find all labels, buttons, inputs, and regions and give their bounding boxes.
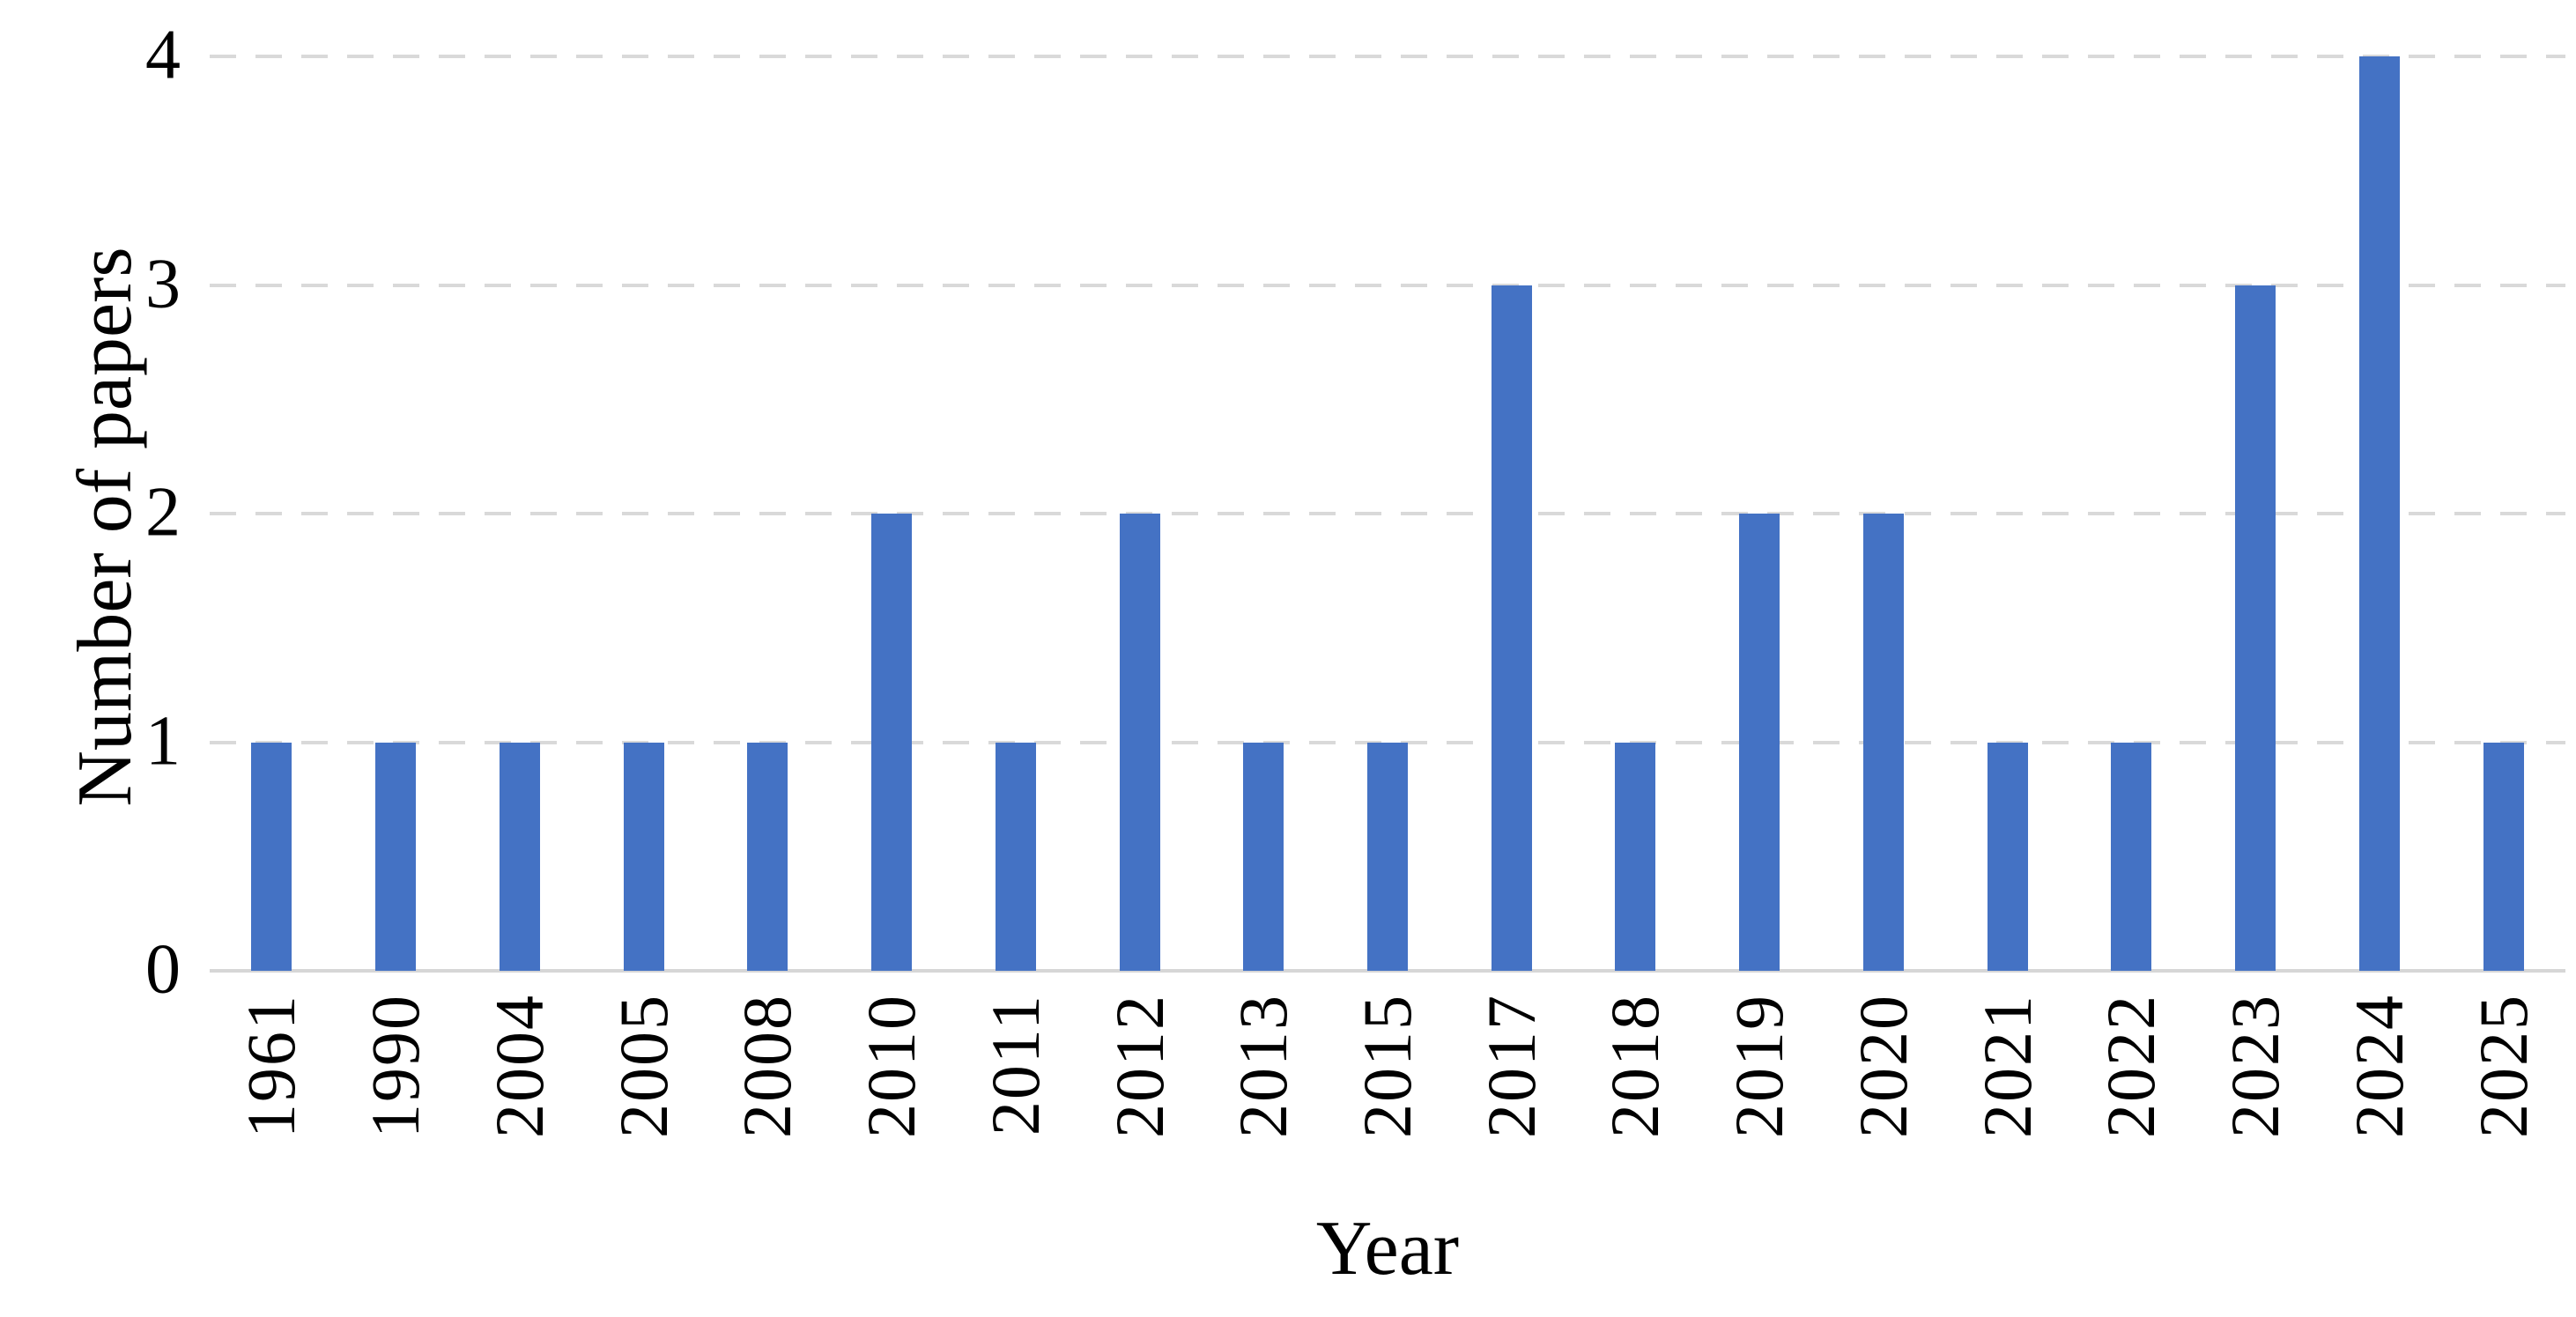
x-tick-slot: 2017 [1449,994,1573,1196]
x-axis-title: Year [1315,1206,1460,1291]
bar-slot-2015 [1326,56,1450,971]
bar-slot-2022 [2069,56,2194,971]
x-tick-slot: 2005 [581,994,706,1196]
bar-2013 [1243,742,1284,971]
y-tick-label: 3 [145,244,181,322]
x-tick-slot: 2021 [1945,994,2069,1196]
x-tick-slot: 2010 [830,994,954,1196]
y-tick-label: 2 [145,473,181,551]
x-tick-label: 2013 [1225,994,1302,1138]
bar-slot-2004 [457,56,581,971]
bar-slot-2013 [1202,56,1326,971]
y-tick-label: 1 [145,701,181,780]
x-tick-label: 2025 [2464,994,2542,1138]
bar-2018 [1615,742,1656,971]
x-tick-label: 2023 [2217,994,2294,1138]
x-tick-slot: 2015 [1326,994,1450,1196]
bar-slot-2005 [581,56,706,971]
x-tick-slot: 2018 [1573,994,1698,1196]
gridline-y4 [210,55,2565,58]
x-tick-slot: 2025 [2441,994,2565,1196]
bar-slot-2021 [1945,56,2069,971]
x-tick-slot: 1961 [210,994,334,1196]
bar-slot-2012 [1077,56,1202,971]
x-tick-slot: 1990 [334,994,458,1196]
bar-1961 [251,742,292,971]
bar-2022 [2111,742,2152,971]
x-tick-slot: 2004 [457,994,581,1196]
x-tick-label: 2022 [2092,994,2170,1138]
plot-area [210,55,2565,973]
x-tick-label: 1961 [233,994,310,1138]
bar-2012 [1119,514,1160,971]
gridline-y3 [210,283,2565,287]
x-tick-slot: 2020 [1822,994,1946,1196]
x-tick-label: 2019 [1721,994,1798,1138]
x-tick-label: 2020 [1844,994,1921,1138]
bar-slot-2020 [1822,56,1946,971]
x-tick-slot: 2012 [1077,994,1202,1196]
y-tick-label: 4 [145,16,181,94]
bar-2005 [623,742,664,971]
bar-slot-2025 [2441,56,2565,971]
x-axis-tick-labels: 1961 1990 2004 2005 2008 2010 2011 2012 2013 2015… [210,994,2565,1196]
x-axis-line [210,969,2565,973]
bar-slot-2017 [1449,56,1573,971]
bar-slot-2008 [706,56,830,971]
x-tick-label: 2012 [1100,994,1178,1138]
y-axis-tick-labels: 0 1 2 3 4 [0,0,181,1317]
x-tick-label: 2017 [1472,994,1550,1138]
bar-2004 [499,742,540,971]
bar-slot-2024 [2317,56,2441,971]
x-tick-slot: 2013 [1202,994,1326,1196]
bar-slot-2010 [830,56,954,971]
x-tick-slot: 2008 [706,994,830,1196]
bar-2019 [1739,514,1780,971]
bar-2024 [2358,56,2400,971]
bar-2008 [747,742,788,971]
x-tick-label: 1990 [357,994,434,1138]
x-tick-slot: 2024 [2317,994,2441,1196]
x-tick-label: 2018 [1596,994,1674,1138]
gridline-y2 [210,512,2565,515]
x-tick-label: 2008 [729,994,806,1138]
bar-2023 [2235,285,2276,971]
x-tick-label: 2024 [2340,994,2417,1138]
x-tick-label: 2004 [480,994,558,1138]
bar-2017 [1491,285,1532,971]
bar-2020 [1862,514,1904,971]
bar-2025 [2483,742,2524,971]
x-tick-slot: 2011 [953,994,1077,1196]
bar-slot-2023 [2194,56,2318,971]
bar-slot-2018 [1573,56,1698,971]
bar-1990 [375,742,417,971]
bar-2011 [995,742,1036,971]
bar-2015 [1366,742,1408,971]
y-tick-label: 0 [145,930,181,1009]
x-tick-slot: 2022 [2069,994,2194,1196]
bar-2010 [871,514,913,971]
bar-slot-2019 [1698,56,1822,971]
bar-slot-1990 [334,56,458,971]
x-tick-slot: 2019 [1698,994,1822,1196]
bar-2021 [1987,742,2028,971]
x-tick-label: 2021 [1968,994,2046,1138]
x-tick-label: 2005 [604,994,682,1138]
x-tick-slot: 2023 [2194,994,2318,1196]
x-tick-label: 2015 [1348,994,1425,1138]
bar-series [210,56,2565,971]
x-tick-label: 2011 [976,994,1054,1136]
bar-slot-2011 [953,56,1077,971]
x-tick-label: 2010 [853,994,930,1138]
bar-slot-1961 [210,56,334,971]
